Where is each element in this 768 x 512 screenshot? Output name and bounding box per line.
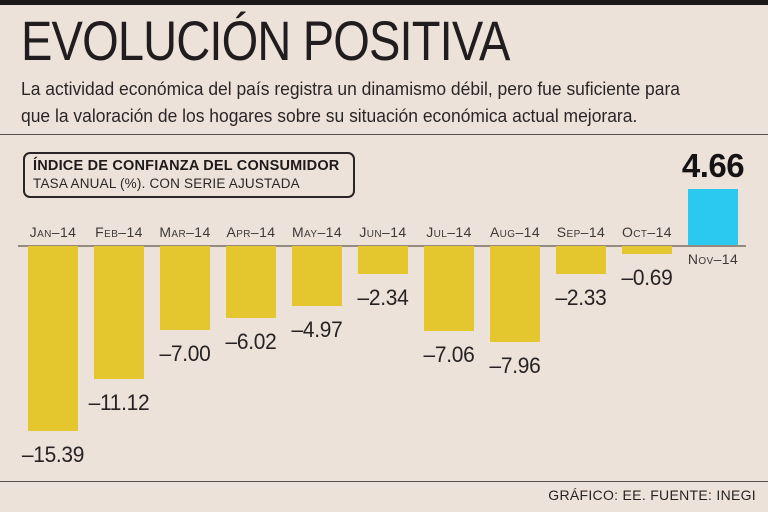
value-label: –11.12 xyxy=(88,390,150,416)
value-label: –2.33 xyxy=(555,284,607,310)
month-label: Oct–14 xyxy=(622,224,672,240)
bar-apr-14 xyxy=(226,246,276,319)
month-label: Jun–14 xyxy=(359,224,407,240)
bar-sep-14 xyxy=(556,246,606,274)
subtitle-line-1: La actividad económica del país registra… xyxy=(21,79,681,99)
value-label: –7.96 xyxy=(489,352,541,378)
month-label: Mar–14 xyxy=(159,224,211,240)
value-label: 4.66 xyxy=(681,147,745,185)
bar-may-14 xyxy=(292,246,342,306)
bar-mar-14 xyxy=(160,246,210,330)
month-label: Aug–14 xyxy=(489,224,541,240)
value-label: –4.97 xyxy=(291,316,343,342)
bar-jul-14 xyxy=(424,246,474,331)
page-title: EVOLUCIÓN POSITIVA xyxy=(21,9,510,72)
bar-jun-14 xyxy=(358,246,408,275)
value-label: –2.34 xyxy=(357,285,409,311)
bar-aug-14 xyxy=(490,246,540,342)
month-label: Apr–14 xyxy=(226,224,276,240)
month-label: Sep–14 xyxy=(556,224,606,240)
bar-jan-14 xyxy=(28,246,78,431)
value-label: –7.06 xyxy=(423,341,475,367)
subtitle-line-2: que la valoración de los hogares sobre s… xyxy=(21,106,638,126)
chart-legend-subtitle: TASA ANUAL (%). CON SERIE AJUSTADA xyxy=(33,176,300,191)
month-label: Nov–14 xyxy=(687,251,739,267)
page-subtitle: La actividad económica del país registra… xyxy=(21,76,739,130)
chart-legend-box: ÍNDICE DE CONFIANZA DEL CONSUMIDOR TASA … xyxy=(23,152,355,198)
top-black-strip xyxy=(0,0,768,5)
source-credit: GRÁFICO: EE. FUENTE: INEGI xyxy=(548,487,756,503)
value-label: –7.00 xyxy=(159,341,211,366)
value-label: –0.69 xyxy=(621,265,673,291)
value-label: –15.39 xyxy=(21,441,85,467)
month-label: Jan–14 xyxy=(29,224,77,240)
chart-legend-title: ÍNDICE DE CONFIANZA DEL CONSUMIDOR xyxy=(33,158,340,174)
bar-feb-14 xyxy=(94,246,144,380)
month-label: May–14 xyxy=(291,224,343,240)
month-label: Jul–14 xyxy=(426,224,472,240)
bar-oct-14 xyxy=(622,246,672,255)
month-label: Feb–14 xyxy=(95,224,143,240)
value-label: –6.02 xyxy=(225,329,277,355)
bar-nov-14 xyxy=(688,189,738,245)
header-divider xyxy=(0,134,768,135)
footer-divider xyxy=(0,481,768,482)
